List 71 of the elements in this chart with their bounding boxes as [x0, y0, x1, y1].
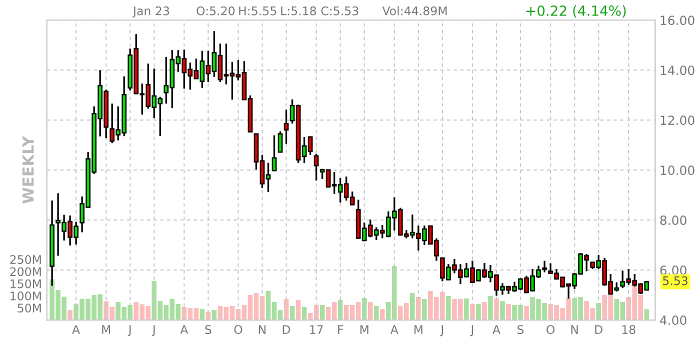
bar: [500, 301, 505, 320]
y-tick-label: 8.00: [660, 216, 686, 225]
x-tick-label: A: [180, 325, 188, 334]
x-tick-label: A: [72, 325, 80, 334]
bar: [362, 298, 367, 320]
bar: [410, 293, 415, 320]
y2-tick-label: 200M: [10, 267, 41, 276]
y-tick-label: 14.00: [660, 66, 694, 76]
x-tick-label: M: [102, 325, 110, 334]
bar: [416, 296, 421, 320]
x-tick-label: D: [595, 325, 602, 334]
bar: [476, 304, 481, 320]
y-tick-label: 6.00: [660, 266, 686, 275]
y2-tick-label: 250M: [10, 255, 41, 264]
candlestick: [284, 108, 289, 145]
text: +0.22 (4.14%): [526, 5, 626, 18]
bar: [380, 309, 385, 320]
y-tick-label: 16.00: [660, 16, 694, 26]
bar: [290, 306, 295, 320]
x-tick-label: A: [492, 325, 500, 334]
x-tick-label: M: [414, 325, 422, 334]
bar: [506, 304, 511, 320]
bar: [446, 296, 451, 320]
y-tick-label: 10.00: [660, 166, 694, 175]
x-tick-label: F: [338, 325, 344, 334]
x-tick-label: J: [128, 325, 131, 336]
bar: [596, 303, 601, 320]
text: O:5.20: [196, 6, 235, 16]
x-tick-label: A: [390, 325, 398, 334]
bar: [494, 298, 499, 320]
x-tick-label: 17: [310, 325, 323, 334]
candlestick: [272, 134, 277, 172]
bar: [464, 298, 469, 320]
x-tick-label: J: [440, 325, 444, 336]
x-tick-label: S: [205, 325, 212, 334]
bar: [296, 300, 301, 320]
x-tick-label: 18: [622, 325, 636, 334]
bar: [212, 310, 217, 320]
bar: [482, 302, 487, 320]
text: Vol:44.89M: [382, 6, 447, 16]
text: Jan 23: [132, 6, 170, 18]
candlestick: [314, 152, 319, 182]
x-tick-label: M: [360, 325, 368, 334]
x-tick-label: O: [546, 325, 555, 334]
text: L:5.18: [281, 6, 316, 16]
x-tick-label: J: [152, 325, 155, 336]
bar: [524, 306, 529, 320]
x-tick-label: D: [282, 325, 290, 334]
x-tick-label: N: [571, 325, 578, 334]
bar: [320, 304, 325, 320]
bar: [200, 309, 205, 320]
x-tick-label: S: [518, 325, 524, 334]
bar: [488, 296, 493, 320]
bar: [644, 309, 650, 320]
text: 5.53: [663, 276, 688, 286]
text: WEEKLY: [22, 136, 34, 204]
candlestick: [278, 130, 283, 153]
bar: [68, 310, 72, 320]
bar: [374, 306, 379, 320]
bar: [422, 298, 427, 320]
y-tick-label: 4.00: [660, 315, 686, 325]
text: C:5.53: [321, 6, 358, 16]
x-tick-label: N: [258, 325, 266, 334]
y2-tick-label: 150M: [10, 279, 41, 288]
y2-tick-label: 50M: [18, 304, 41, 313]
bar: [368, 302, 373, 320]
y2-tick-label: 100M: [10, 291, 41, 300]
x-tick-label: O: [234, 325, 242, 334]
x-tick-label: J: [470, 325, 474, 336]
text: H:5.55: [239, 6, 276, 16]
y-tick-label: 12.00: [660, 116, 694, 126]
